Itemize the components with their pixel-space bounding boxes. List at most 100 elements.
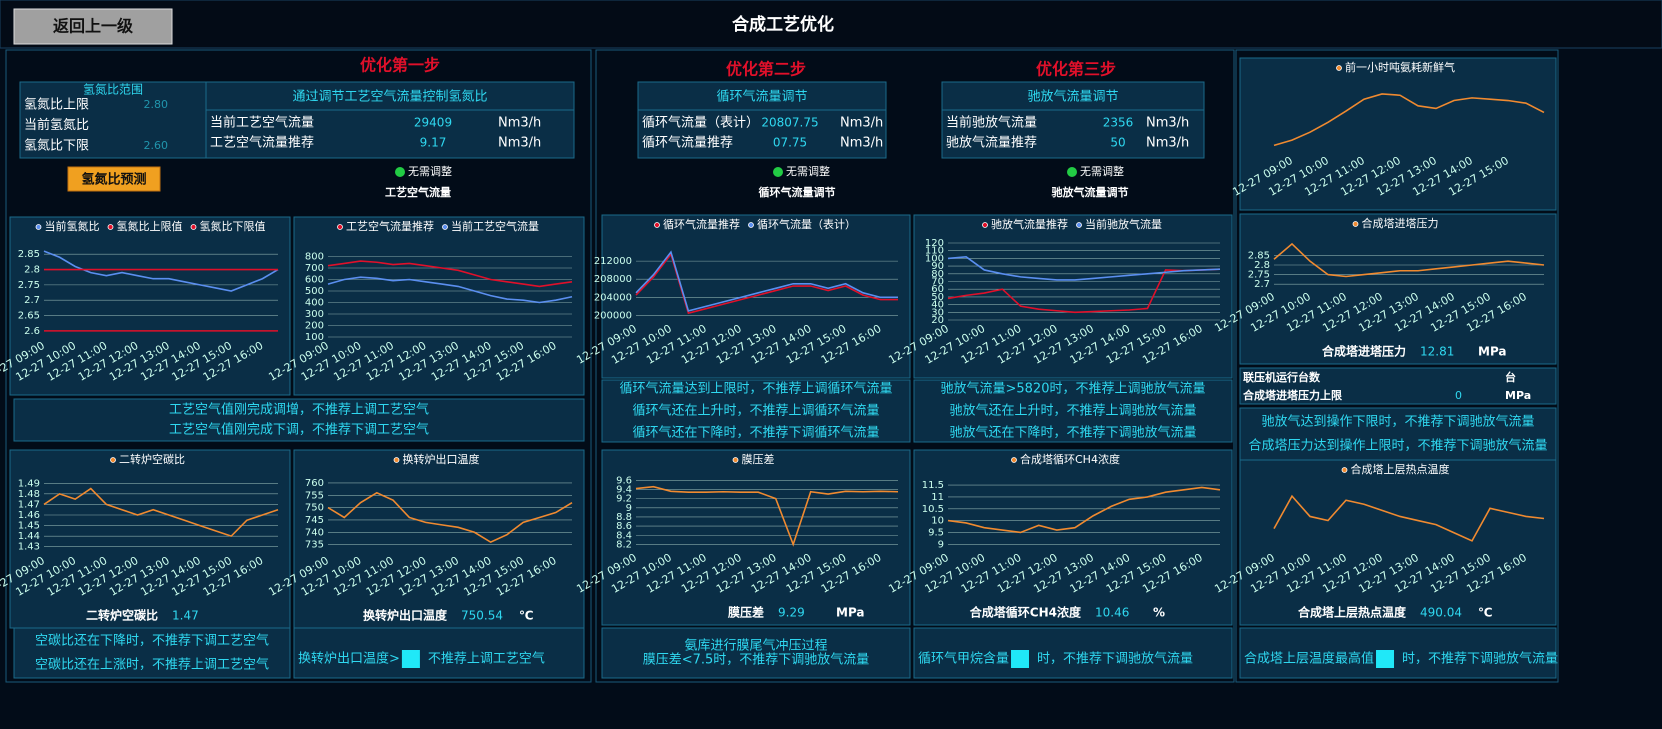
panel xyxy=(293,627,585,679)
y-tick-label: 9 xyxy=(938,539,944,550)
legend-label: 换转炉出口温度 xyxy=(403,452,480,466)
row-value: 2356 xyxy=(1103,116,1134,130)
series-line xyxy=(947,256,1221,281)
legend-label: 工艺空气流量推荐 xyxy=(346,219,434,233)
footer-value: 490.04 xyxy=(1420,606,1462,620)
footer-value: 9.29 xyxy=(778,606,805,620)
y-tick-label: 11 xyxy=(931,492,944,503)
predict-button[interactable] xyxy=(67,166,161,192)
y-tick-label: 20 xyxy=(931,315,944,326)
y-tick-label: 200 xyxy=(305,321,324,332)
legend-marker xyxy=(190,224,197,230)
y-tick-label: 750 xyxy=(305,503,324,514)
y-tick-label: 9.5 xyxy=(928,527,944,538)
status-dot xyxy=(773,167,783,177)
row-unit: Nm3/h xyxy=(840,136,883,151)
y-tick-label: 200000 xyxy=(594,310,632,321)
footer-value: 10.46 xyxy=(1095,606,1129,620)
legend-marker xyxy=(1076,222,1082,228)
row-label: 循环气流量（表计） xyxy=(642,115,759,131)
y-tick-label: 760 xyxy=(305,478,324,489)
section-frame xyxy=(595,49,1235,683)
legend-marker xyxy=(1011,457,1017,463)
y-tick-label: 60 xyxy=(931,284,944,295)
step-title: 优化第一步 xyxy=(360,56,440,75)
legend-marker xyxy=(748,222,754,228)
legend-label: 循环气流量推荐 xyxy=(663,217,740,231)
box-title: 通过调节工艺空气流量控制氢氮比 xyxy=(292,89,487,105)
panel xyxy=(1239,57,1557,211)
panel xyxy=(1239,367,1557,405)
legend-label: 当前驰放气流量 xyxy=(1085,217,1162,231)
y-tick-label: 300 xyxy=(305,309,324,320)
top-bar xyxy=(0,0,1662,49)
box-title: 驰放气流量调节 xyxy=(1027,89,1118,105)
footer-label: 二转炉空碳比 xyxy=(86,608,158,623)
y-tick-label: 2.7 xyxy=(24,295,40,306)
legend-marker xyxy=(107,224,114,230)
legend-label: 氢氮比上限值 xyxy=(117,219,183,233)
y-tick-label: 110 xyxy=(925,246,944,257)
panel xyxy=(601,627,911,679)
row-value: 29409 xyxy=(414,116,452,130)
y-tick-label: 212000 xyxy=(594,256,632,267)
info-label: 联压机运行台数 xyxy=(1243,370,1321,384)
y-tick-label: 1.47 xyxy=(18,499,40,510)
y-tick-label: 90 xyxy=(931,261,944,272)
y-tick-label: 10 xyxy=(931,516,944,527)
back-button[interactable] xyxy=(13,8,173,45)
message-line: 驰放气还在下降时，不推荐下调驰放气流量 xyxy=(949,425,1196,441)
row-label: 驰放气流量推荐 xyxy=(946,135,1037,151)
row-value: 20807.75 xyxy=(761,116,818,130)
hidden-value-block xyxy=(401,650,420,668)
status-label: 驰放气流量调节 xyxy=(1052,185,1129,199)
panel xyxy=(913,449,1233,626)
panel xyxy=(637,81,887,159)
legend-label: 二转炉空碳比 xyxy=(119,452,185,466)
panel xyxy=(601,379,911,443)
series-line xyxy=(635,485,899,547)
y-tick-label: 1.46 xyxy=(18,510,40,521)
footer-label: 合成塔进塔压力 xyxy=(1322,344,1406,359)
message-part: 不推荐上调工艺空气 xyxy=(428,651,545,667)
series-line xyxy=(327,260,573,288)
footer-label: 合成塔上层热点温度 xyxy=(1298,605,1407,620)
y-tick-label: 100 xyxy=(925,253,944,264)
y-tick-label: 600 xyxy=(305,275,324,286)
row-label: 循环气流量推荐 xyxy=(642,135,733,151)
y-tick-label: 9.4 xyxy=(616,484,632,495)
box-title: 氢氮比范围 xyxy=(83,82,143,97)
panel xyxy=(13,398,585,442)
status-label: 循环气流量调节 xyxy=(759,185,836,199)
row-label: 当前工艺空气流量 xyxy=(210,115,314,131)
legend-marker xyxy=(35,224,42,230)
row-unit: Nm3/h xyxy=(498,116,541,131)
hidden-value-block xyxy=(1011,650,1030,668)
row-value: 2.80 xyxy=(144,98,169,111)
panel xyxy=(601,449,911,626)
row-value: 2.60 xyxy=(144,139,169,152)
row-label: 工艺空气流量推荐 xyxy=(210,135,314,151)
y-tick-label: 735 xyxy=(305,540,324,551)
y-tick-label: 755 xyxy=(305,490,324,501)
y-tick-label: 2.85 xyxy=(1248,250,1270,261)
row-value: 9.17 xyxy=(420,136,447,150)
y-tick-label: 9 xyxy=(626,503,632,514)
panel xyxy=(913,214,1233,379)
legend-label: 合成塔循环CH4浓度 xyxy=(1020,452,1120,466)
row-unit: Nm3/h xyxy=(1146,116,1189,131)
footer-unit: ℃ xyxy=(519,609,534,623)
row-label: 当前氢氮比 xyxy=(24,117,89,133)
y-tick-label: 10.5 xyxy=(922,504,944,515)
y-tick-label: 9.2 xyxy=(616,494,632,505)
y-tick-label: 1.45 xyxy=(18,521,40,532)
legend-label: 驰放气流量推荐 xyxy=(991,217,1068,231)
y-tick-label: 1.43 xyxy=(18,542,40,553)
y-tick-label: 9.6 xyxy=(616,475,632,486)
legend-marker xyxy=(337,224,343,230)
message-part: 循环气甲烷含量 xyxy=(918,651,1009,667)
panel xyxy=(913,627,1233,679)
series-line xyxy=(1273,242,1545,278)
panel xyxy=(1239,627,1557,679)
